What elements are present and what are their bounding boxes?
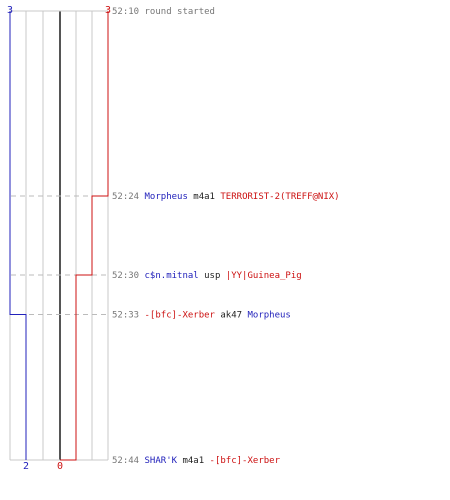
team-a-player-name: SHAR'K	[145, 456, 178, 466]
event-row: 52:10 round started	[112, 7, 215, 17]
player-count-grid	[9, 10, 109, 461]
event-row: 52:44 SHAR'K m4a1 -[bfc]-Xerber	[112, 456, 281, 466]
team-a-player-name: Morpheus	[247, 311, 290, 321]
team-b-player-count-line	[60, 11, 109, 461]
event-time: 52:30	[112, 271, 139, 281]
team-a-player-name: c$n.mitnal	[145, 271, 199, 281]
team-b-player-name: |YY|Guinea_Pig	[226, 271, 302, 281]
team-a-start-count: 3	[7, 5, 13, 16]
event-time: 52:10	[112, 7, 139, 17]
team-b-player-name: -[bfc]-Xerber	[210, 456, 281, 466]
team-a-player-count-line	[9, 11, 27, 460]
event-message: round started	[145, 7, 215, 17]
team-b-player-name: -[bfc]-Xerber	[145, 311, 216, 321]
event-row: 52:30 c$n.mitnal usp |YY|Guinea_Pig	[112, 271, 302, 281]
event-row: 52:33 -[bfc]-Xerber ak47 Morpheus	[112, 311, 291, 321]
team-a-player-name: Morpheus	[145, 192, 188, 202]
weapon-name: m4a1	[188, 192, 221, 202]
event-time: 52:44	[112, 456, 139, 466]
weapon-name: ak47	[215, 311, 248, 321]
team-b-start-count: 3	[105, 5, 111, 16]
team-a-end-count: 2	[23, 461, 29, 472]
weapon-name: usp	[199, 271, 226, 281]
team-b-player-name: TERRORIST-2(TREFF@NIX)	[220, 192, 339, 202]
player-count-labels: 3 3 2 0	[7, 5, 111, 472]
weapon-name: m4a1	[177, 456, 210, 466]
event-log: 52:10 round started 52:24 Morpheus m4a1 T…	[112, 7, 340, 466]
event-guide-lines	[11, 195, 108, 316]
team-b-end-count: 0	[57, 461, 63, 472]
event-time: 52:24	[112, 192, 139, 202]
team-player-lines	[9, 11, 109, 461]
event-row: 52:24 Morpheus m4a1 TERRORIST-2(TREFF@NI…	[112, 192, 340, 202]
event-time: 52:33	[112, 311, 139, 321]
